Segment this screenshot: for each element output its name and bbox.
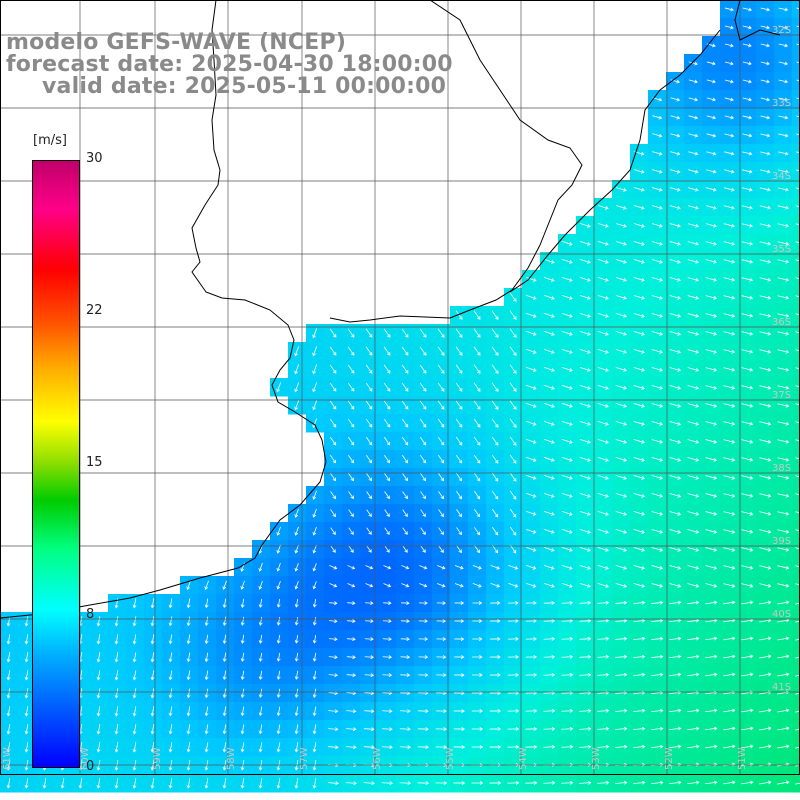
lat-lon-grid — [0, 0, 800, 775]
lat-label: 35S — [772, 244, 791, 255]
lon-label: 51W — [737, 747, 748, 770]
colorbar — [32, 160, 80, 768]
lon-label: 59W — [152, 747, 163, 770]
lat-label: 36S — [772, 317, 791, 328]
colorbar-tick-8: 8 — [86, 607, 95, 622]
lat-label: 34S — [772, 171, 791, 182]
lat-label: 40S — [772, 609, 791, 620]
colorbar-tick-15: 15 — [86, 455, 103, 470]
coastline — [0, 0, 781, 619]
lat-label: 32S — [772, 25, 791, 36]
colorbar-tick-30: 30 — [86, 151, 103, 166]
lon-label: 58W — [226, 747, 237, 770]
forecast-date: forecast date: 2025-04-30 18:00:00 — [6, 52, 453, 77]
lon-label: 55W — [445, 747, 456, 770]
colorbar-tick-22: 22 — [86, 303, 103, 318]
lon-label: 56W — [372, 747, 383, 770]
lon-label: 53W — [591, 747, 602, 770]
lon-label: 57W — [299, 747, 310, 770]
lat-label: 38S — [772, 463, 791, 474]
lat-label: 41S — [772, 682, 791, 693]
lon-label: 54W — [518, 747, 529, 770]
lat-label: 33S — [772, 98, 791, 109]
wind-arrows — [6, 7, 800, 789]
model-title: modelo GEFS-WAVE (NCEP) — [6, 30, 347, 55]
valid-date: valid date: 2025-05-11 00:00:00 — [42, 74, 447, 99]
colorbar-unit: [m/s] — [33, 133, 67, 148]
lon-label: 52W — [664, 747, 675, 770]
lon-label: 60W — [80, 747, 91, 770]
lat-label: 39S — [772, 536, 791, 547]
lat-label: 37S — [772, 390, 791, 401]
colorbar-tick-0: 0 — [86, 759, 95, 774]
lon-label: 61W — [2, 747, 13, 770]
